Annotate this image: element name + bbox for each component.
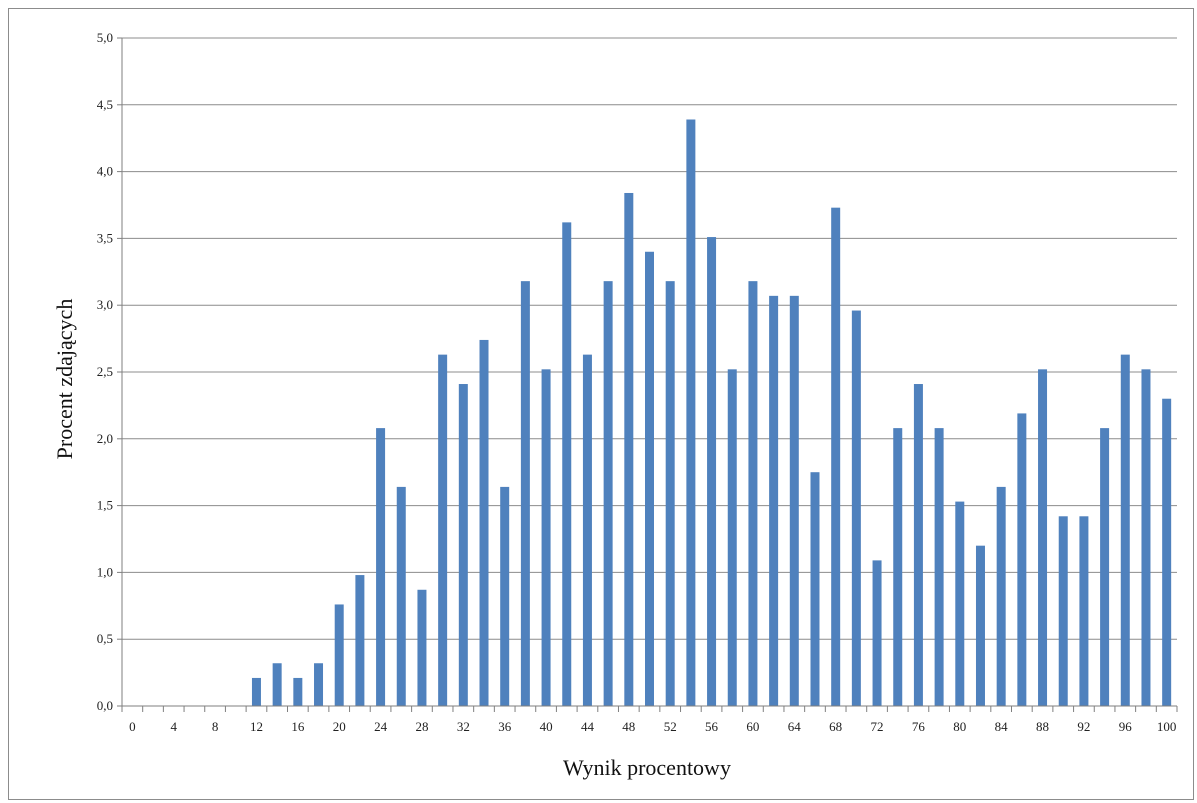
x-tick-label: 72 — [871, 719, 884, 734]
x-tick-label: 76 — [912, 719, 926, 734]
bar-16 — [293, 677, 303, 706]
x-tick-label: 36 — [498, 719, 512, 734]
bar-78 — [934, 428, 944, 706]
y-tick-label: 4,5 — [97, 97, 113, 112]
bar-86 — [1017, 413, 1027, 706]
bar-26 — [396, 486, 406, 706]
y-tick-label: 4,0 — [97, 164, 113, 179]
bar-80 — [955, 501, 965, 706]
y-tick-label: 1,0 — [97, 564, 113, 579]
y-tick-label: 3,0 — [97, 297, 113, 312]
x-tick-label: 40 — [540, 719, 553, 734]
x-tick-label: 56 — [705, 719, 719, 734]
bar-100 — [1162, 398, 1172, 706]
bar-46 — [603, 281, 613, 706]
bar-12 — [251, 677, 261, 706]
x-tick-label: 8 — [212, 719, 219, 734]
bar-72 — [872, 560, 882, 706]
bar-68 — [831, 207, 841, 707]
y-tick-label: 3,5 — [97, 230, 113, 245]
chart-frame: 0,0 0,5 1,0 1,5 2,0 2,5 3,0 3,5 4,0 4,5 5,0 0 4 8 12 1… — [8, 8, 1194, 800]
y-tick-label: 2,5 — [97, 364, 113, 379]
axes — [117, 37, 1178, 712]
bar-42 — [562, 222, 572, 706]
x-tick-label: 20 — [333, 719, 346, 734]
y-tick-label: 2,0 — [97, 431, 113, 446]
x-tick-label: 96 — [1119, 719, 1133, 734]
bar-54 — [686, 119, 696, 706]
bar-90 — [1058, 516, 1068, 706]
bar-18 — [314, 663, 324, 706]
bar-74 — [893, 428, 903, 706]
x-tick-label: 44 — [581, 719, 595, 734]
bar-84 — [996, 486, 1006, 706]
bar-36 — [500, 486, 510, 706]
bar-82 — [975, 545, 985, 706]
x-tick-label: 88 — [1036, 719, 1049, 734]
x-tick-label: 32 — [457, 719, 470, 734]
bar-20 — [334, 604, 344, 706]
bar-64 — [789, 295, 799, 706]
x-tick-label: 24 — [374, 719, 388, 734]
bar-92 — [1079, 516, 1089, 706]
y-tick-labels: 0,0 0,5 1,0 1,5 2,0 2,5 3,0 3,5 4,0 4,5 5,0 — [97, 30, 113, 713]
bar-52 — [665, 281, 675, 706]
x-tick-label: 84 — [995, 719, 1009, 734]
x-axis-title: Wynik procentowy — [563, 755, 731, 780]
y-axis-title: Procent zdających — [52, 299, 77, 460]
bar-14 — [272, 663, 282, 706]
bar-50 — [645, 251, 654, 706]
bar-24 — [376, 428, 386, 706]
x-tick-label: 60 — [746, 719, 759, 734]
y-tick-label: 1,5 — [97, 498, 113, 513]
bar-56 — [707, 237, 717, 706]
y-tick-label: 0,5 — [97, 631, 113, 646]
x-tick-label: 80 — [953, 719, 966, 734]
x-tick-label: 100 — [1157, 719, 1177, 734]
bar-88 — [1038, 369, 1048, 706]
x-tick-label: 4 — [170, 719, 177, 734]
x-tick-labels: 0 4 8 12 16 20 24 28 32 36 40 44 48 52 56 60 64 68 72 76 80 8… — [129, 719, 1176, 734]
bar-44 — [582, 354, 592, 706]
bar-98 — [1141, 369, 1151, 706]
bar-38 — [520, 281, 530, 706]
x-tick-label: 68 — [829, 719, 842, 734]
bar-40 — [541, 369, 551, 706]
bar-76 — [913, 384, 923, 706]
bars — [251, 119, 1172, 707]
bar-chart: 0,00,51,01,52,02,53,03,54,04,55,0 0 4 8 12 1… — [52, 30, 1178, 780]
x-tick-label: 12 — [250, 719, 263, 734]
x-tick-label: 48 — [622, 719, 635, 734]
bar-34 — [479, 339, 489, 706]
bar-28 — [417, 589, 427, 706]
bar-58 — [727, 369, 737, 706]
x-tick-label: 28 — [415, 719, 428, 734]
bar-62 — [769, 295, 779, 706]
bar-66 — [810, 472, 820, 706]
bar-48 — [624, 192, 634, 707]
x-tick-label: 52 — [664, 719, 677, 734]
x-tick-label: 92 — [1077, 719, 1090, 734]
y-tick-label: 5,0 — [97, 30, 113, 45]
x-tick-label: 16 — [291, 719, 305, 734]
x-tick-label: 0 — [129, 719, 136, 734]
y-tick-label: 0,0 — [97, 698, 113, 713]
bar-30 — [438, 354, 448, 706]
bar-32 — [458, 384, 468, 706]
bar-70 — [851, 310, 861, 706]
bar-94 — [1100, 428, 1110, 706]
bar-96 — [1120, 354, 1130, 706]
bar-60 — [748, 281, 758, 706]
bar-22 — [355, 575, 365, 706]
x-tick-label: 64 — [788, 719, 802, 734]
